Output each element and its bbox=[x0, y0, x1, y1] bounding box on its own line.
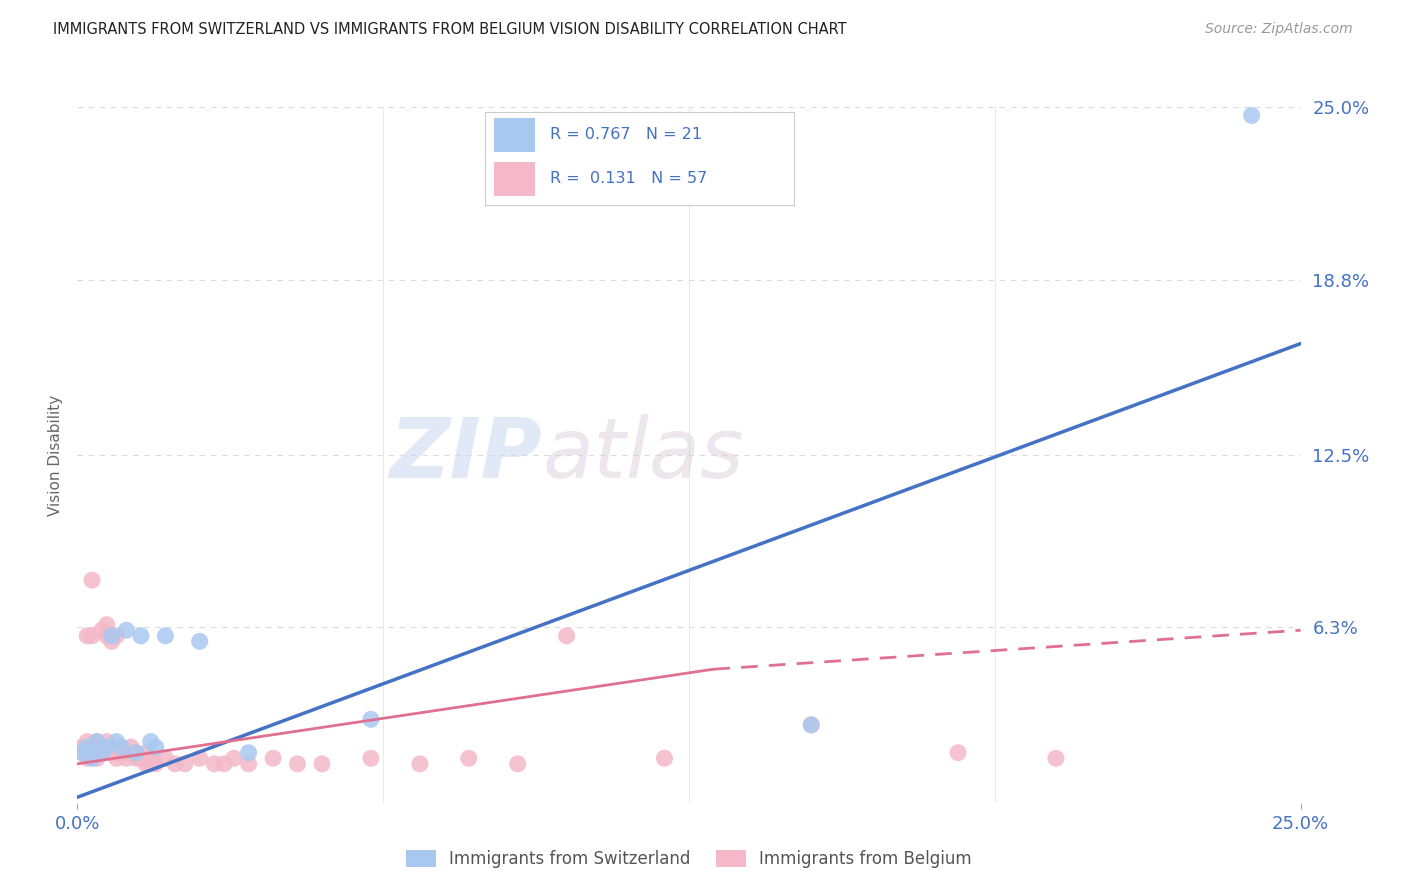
Point bbox=[100, 746, 122, 760]
Point bbox=[360, 751, 382, 765]
Point bbox=[105, 734, 128, 748]
Point bbox=[110, 740, 132, 755]
Point bbox=[129, 629, 152, 643]
Y-axis label: Vision Disability: Vision Disability bbox=[48, 394, 63, 516]
Point bbox=[212, 756, 235, 771]
Point bbox=[457, 751, 479, 765]
Point bbox=[96, 734, 118, 748]
Point bbox=[125, 751, 148, 765]
Point bbox=[800, 718, 823, 732]
Point bbox=[105, 629, 128, 643]
Text: R = 0.767   N = 21: R = 0.767 N = 21 bbox=[550, 128, 702, 143]
Text: ZIP: ZIP bbox=[389, 415, 543, 495]
Point bbox=[139, 751, 162, 765]
Point bbox=[222, 751, 245, 765]
Point bbox=[946, 746, 969, 760]
Point bbox=[360, 712, 382, 726]
Point bbox=[262, 751, 284, 765]
Point bbox=[105, 746, 128, 760]
Point bbox=[800, 718, 823, 732]
Point bbox=[1045, 751, 1067, 765]
Point bbox=[100, 634, 122, 648]
Point bbox=[202, 756, 225, 771]
Point bbox=[96, 617, 118, 632]
Point bbox=[287, 756, 309, 771]
Point bbox=[86, 751, 108, 765]
Point bbox=[96, 629, 118, 643]
Point bbox=[145, 740, 167, 755]
Point bbox=[100, 740, 122, 755]
Point bbox=[129, 751, 152, 765]
Point bbox=[100, 629, 122, 643]
Point bbox=[188, 634, 211, 648]
Point bbox=[105, 751, 128, 765]
Point bbox=[90, 740, 112, 755]
Point bbox=[654, 751, 676, 765]
Point bbox=[506, 756, 529, 771]
Point bbox=[125, 746, 148, 760]
Point bbox=[115, 624, 138, 638]
Bar bbox=[495, 118, 534, 152]
Point bbox=[139, 756, 162, 771]
Point bbox=[155, 629, 177, 643]
Point bbox=[188, 751, 211, 765]
Point bbox=[238, 746, 260, 760]
Point bbox=[115, 751, 138, 765]
Point bbox=[125, 746, 148, 760]
Point bbox=[155, 751, 177, 765]
Point bbox=[120, 740, 142, 755]
Point bbox=[115, 746, 138, 760]
Point bbox=[174, 756, 197, 771]
Point bbox=[311, 756, 333, 771]
Point bbox=[145, 756, 167, 771]
Point bbox=[70, 740, 93, 755]
Point bbox=[80, 740, 103, 755]
Point bbox=[86, 746, 108, 760]
Point bbox=[80, 746, 103, 760]
Bar bbox=[495, 162, 534, 196]
Text: atlas: atlas bbox=[543, 415, 744, 495]
Point bbox=[409, 756, 432, 771]
Point bbox=[90, 746, 112, 760]
Point bbox=[70, 746, 93, 760]
Point bbox=[90, 746, 112, 760]
Point bbox=[86, 734, 108, 748]
Point bbox=[135, 756, 157, 771]
Text: R =  0.131   N = 57: R = 0.131 N = 57 bbox=[550, 171, 707, 186]
Point bbox=[110, 740, 132, 755]
Point bbox=[165, 756, 187, 771]
Point bbox=[70, 746, 93, 760]
Point bbox=[135, 746, 157, 760]
Point bbox=[76, 734, 98, 748]
Point bbox=[110, 746, 132, 760]
Point bbox=[76, 629, 98, 643]
Point bbox=[96, 740, 118, 755]
Point bbox=[80, 573, 103, 587]
Point bbox=[86, 734, 108, 748]
Text: IMMIGRANTS FROM SWITZERLAND VS IMMIGRANTS FROM BELGIUM VISION DISABILITY CORRELA: IMMIGRANTS FROM SWITZERLAND VS IMMIGRANT… bbox=[53, 22, 846, 37]
Point bbox=[1240, 108, 1263, 122]
Point bbox=[555, 629, 578, 643]
Point bbox=[76, 740, 98, 755]
Point bbox=[90, 624, 112, 638]
Point bbox=[139, 734, 162, 748]
Point bbox=[238, 756, 260, 771]
Point bbox=[80, 629, 103, 643]
Point bbox=[76, 751, 98, 765]
Legend: Immigrants from Switzerland, Immigrants from Belgium: Immigrants from Switzerland, Immigrants … bbox=[399, 843, 979, 874]
Point bbox=[80, 751, 103, 765]
Text: Source: ZipAtlas.com: Source: ZipAtlas.com bbox=[1205, 22, 1353, 37]
